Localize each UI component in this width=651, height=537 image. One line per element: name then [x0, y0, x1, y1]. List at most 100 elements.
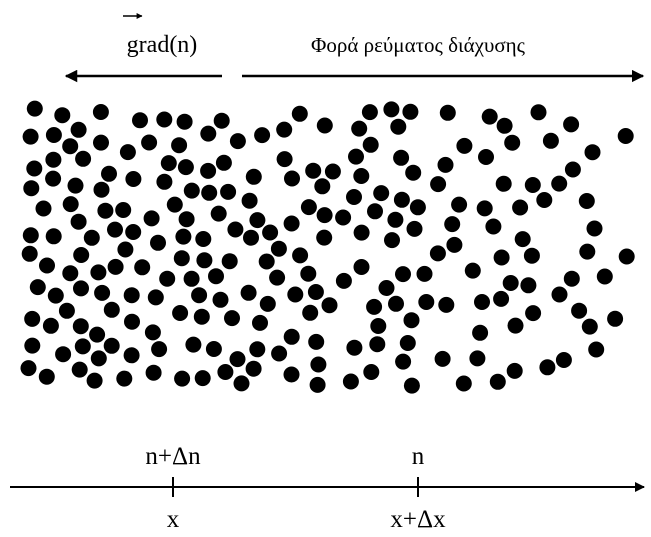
particle — [39, 257, 55, 274]
particle — [194, 370, 211, 387]
particle — [183, 270, 200, 287]
particle — [308, 333, 325, 350]
particle — [62, 265, 79, 282]
particle — [383, 101, 400, 118]
particle — [35, 200, 52, 217]
particle — [283, 366, 300, 383]
particle — [224, 310, 240, 327]
particle — [399, 335, 416, 351]
particle — [324, 163, 341, 180]
particle — [254, 127, 271, 144]
particle — [586, 220, 603, 237]
particle — [92, 104, 109, 120]
particle — [123, 347, 140, 364]
particle — [406, 220, 423, 237]
particle — [618, 248, 635, 265]
particle — [581, 318, 598, 335]
particle — [200, 125, 217, 142]
particle — [395, 353, 412, 370]
particle — [195, 231, 212, 247]
particle — [361, 104, 378, 121]
particle — [144, 324, 161, 341]
particle — [171, 137, 188, 154]
particle — [22, 227, 39, 244]
particle — [472, 324, 489, 341]
particle — [551, 286, 568, 303]
particle — [269, 269, 286, 286]
particle — [588, 341, 605, 358]
particle — [243, 229, 259, 246]
particle — [45, 127, 62, 143]
particle — [409, 199, 426, 216]
particle — [300, 265, 317, 282]
particle — [555, 352, 572, 368]
particle — [596, 268, 613, 285]
particle — [196, 252, 213, 269]
particle — [434, 350, 451, 367]
particle — [75, 150, 92, 167]
particle — [221, 253, 238, 270]
particle — [539, 359, 556, 376]
particle — [305, 162, 322, 179]
particle — [525, 305, 542, 322]
particle — [393, 191, 410, 208]
particle — [249, 341, 266, 358]
particle — [45, 170, 62, 187]
particle — [316, 117, 333, 134]
particle — [134, 259, 151, 276]
particle — [446, 236, 463, 253]
particle — [283, 328, 300, 345]
particle — [366, 298, 383, 315]
particle — [173, 250, 190, 267]
particle — [502, 275, 519, 291]
particle — [478, 149, 494, 165]
particle — [430, 176, 447, 193]
particle — [276, 121, 293, 138]
particle — [489, 373, 506, 390]
particle — [117, 241, 134, 258]
particle — [172, 305, 189, 321]
particle — [520, 277, 537, 294]
particle — [485, 218, 502, 235]
particle — [178, 211, 195, 228]
particle — [316, 207, 333, 224]
particle — [353, 259, 370, 275]
particle — [159, 270, 176, 287]
particle — [316, 229, 333, 246]
particle — [47, 287, 64, 304]
particle — [45, 228, 62, 245]
particle — [42, 317, 59, 334]
particle — [67, 177, 84, 194]
particle — [215, 154, 232, 171]
particle — [23, 180, 40, 197]
particle — [348, 148, 364, 165]
particle — [160, 155, 177, 172]
particle — [166, 196, 183, 213]
particle — [474, 294, 490, 310]
particle — [132, 112, 148, 129]
particle — [439, 104, 456, 121]
particle — [284, 170, 300, 187]
particle — [55, 346, 72, 363]
particle — [506, 362, 523, 379]
particle — [93, 134, 109, 151]
particle — [241, 192, 258, 209]
particle — [542, 132, 559, 149]
particle — [271, 345, 288, 362]
particle — [310, 356, 327, 373]
gradient-label: grad(n) — [127, 32, 198, 58]
particle — [351, 120, 368, 137]
particle — [74, 338, 91, 355]
particle — [292, 247, 309, 264]
particle — [115, 202, 132, 218]
particle — [469, 350, 486, 367]
particle — [90, 264, 107, 281]
particle — [507, 317, 524, 334]
particle — [346, 339, 363, 356]
particle — [176, 113, 193, 130]
particle — [156, 111, 173, 128]
particle — [58, 302, 75, 319]
particle — [530, 104, 547, 121]
particle — [276, 151, 293, 168]
particle — [208, 268, 224, 285]
